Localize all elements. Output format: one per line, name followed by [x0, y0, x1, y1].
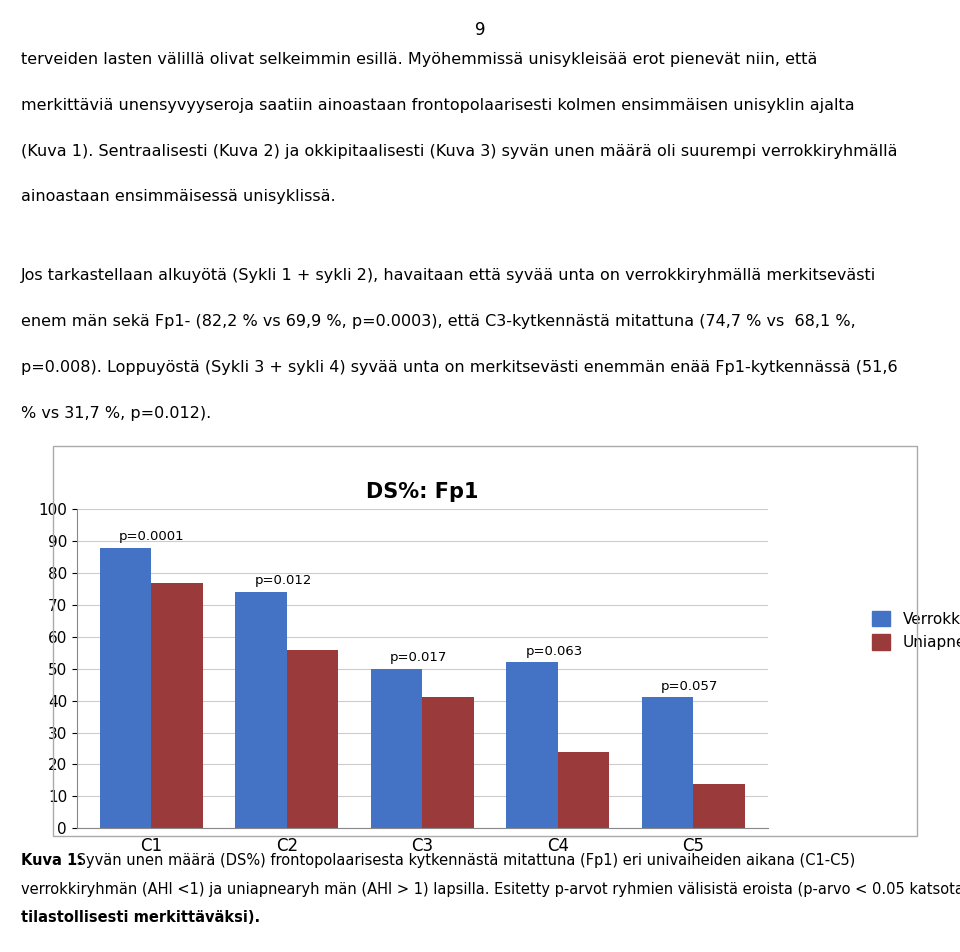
Text: tilastollisesti merkittäväksi).: tilastollisesti merkittäväksi). — [21, 910, 260, 925]
Text: ainoastaan ensimmäisessä unisyklissä.: ainoastaan ensimmäisessä unisyklissä. — [21, 189, 336, 205]
Legend: Verrokki, Uniapnea: Verrokki, Uniapnea — [866, 605, 960, 657]
Text: Kuva 1:: Kuva 1: — [21, 853, 84, 868]
Text: verrokkiryhmän (AHI <1) ja uniapnearyh män (AHI > 1) lapsilla. Esitetty p-arvot : verrokkiryhmän (AHI <1) ja uniapnearyh m… — [21, 882, 960, 897]
Text: enem män sekä Fp1- (82,2 % vs 69,9 %, p=0.0003), että C3-kytkennästä mitattuna (: enem män sekä Fp1- (82,2 % vs 69,9 %, p=… — [21, 314, 856, 329]
Bar — [371, 668, 422, 828]
Text: merkittäviä unensyvyyseroja saatiin ainoastaan frontopolaarisesti kolmen ensimmä: merkittäviä unensyvyyseroja saatiin aino… — [21, 98, 854, 113]
Text: p=0.008). Loppuyöstä (Sykli 3 + sykli 4) syvää unta on merkitsevästi enemmän enä: p=0.008). Loppuyöstä (Sykli 3 + sykli 4)… — [21, 360, 898, 375]
Text: Jos tarkastellaan alkuyötä (Sykli 1 + sykli 2), havaitaan että syvää unta on ver: Jos tarkastellaan alkuyötä (Sykli 1 + sy… — [21, 268, 876, 284]
Text: p=0.0001: p=0.0001 — [119, 530, 184, 543]
Bar — [152, 583, 203, 828]
Bar — [642, 698, 693, 828]
Bar — [235, 592, 287, 828]
Bar — [422, 698, 474, 828]
Text: terveiden lasten välillä olivat selkeimmin esillä. Myöhemmissä unisykleisää erot: terveiden lasten välillä olivat selkeimm… — [21, 52, 818, 68]
Text: p=0.017: p=0.017 — [390, 651, 447, 664]
Text: 9: 9 — [475, 21, 485, 39]
Bar — [507, 663, 558, 828]
Text: Syvän unen määrä (DS%) frontopolaarisesta kytkennästä mitattuna (Fp1) eri univai: Syvän unen määrä (DS%) frontopolaarisest… — [72, 853, 855, 868]
Text: (​Kuva 1). Sentraalisesti (​Kuva 2) ja okkipitaalisesti (​Kuva 3) syvän unen mää: (​Kuva 1). Sentraalisesti (​Kuva 2) ja o… — [21, 144, 898, 159]
Bar — [100, 547, 152, 828]
Text: % vs 31,7 %, p=0.012).: % vs 31,7 %, p=0.012). — [21, 406, 211, 421]
Text: p=0.012: p=0.012 — [254, 574, 312, 587]
Bar — [558, 752, 610, 828]
Text: p=0.057: p=0.057 — [660, 680, 718, 693]
Bar — [287, 649, 338, 828]
Bar — [693, 783, 745, 828]
Title: DS%: Fp1: DS%: Fp1 — [366, 483, 479, 503]
Text: p=0.063: p=0.063 — [525, 645, 583, 658]
